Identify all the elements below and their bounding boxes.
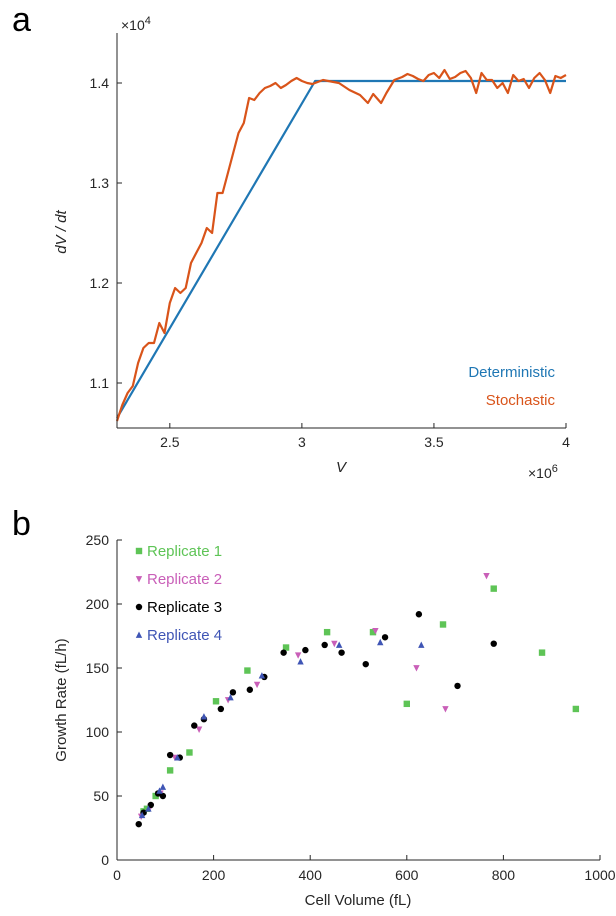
replicate-1-point: [538, 649, 546, 656]
panel-a-x-tick-label: 4: [562, 434, 570, 450]
replicate-3-point: [321, 641, 328, 649]
panel-a-x-label: V: [336, 459, 348, 476]
panel-a-y-tick-label: 1.1: [90, 375, 110, 391]
panel-b-x-tick-label: 400: [299, 867, 323, 883]
replicate-3-point: [166, 751, 174, 759]
replicate-3-point: [302, 646, 309, 654]
replicate-1-point: [369, 628, 377, 636]
replicate-1-point: [490, 585, 497, 592]
replicate-2-point: [195, 726, 203, 733]
replicate-4-point: [174, 754, 181, 761]
replicate-1-point: [323, 628, 331, 636]
legend-stochastic: Stochastic: [486, 392, 556, 409]
legend-label-replicate-4: Replicate 4: [147, 627, 222, 644]
replicate-4-point: [418, 641, 425, 648]
panel-b-x-tick-label: 800: [492, 867, 516, 883]
panel-b-y-tick-label: 50: [93, 788, 109, 804]
panel-b-x-tick-label: 200: [202, 867, 226, 883]
replicate-3-point: [246, 686, 254, 693]
legend-marker-replicate-3: [135, 603, 143, 611]
replicate-3-point: [135, 820, 142, 828]
replicate-1-point: [244, 667, 251, 674]
legend-marker-replicate-1: [135, 547, 143, 555]
replicate-3-point: [217, 705, 225, 713]
replicate-4-point: [335, 641, 343, 648]
panel-a-y-tick-label: 1.3: [90, 175, 110, 191]
replicate-3-point: [362, 660, 369, 668]
panel-a-x-tick-label: 3: [298, 434, 306, 450]
replicate-3-point: [229, 689, 237, 696]
replicate-1-point: [166, 767, 174, 774]
legend-label-replicate-1: Replicate 1: [147, 543, 222, 560]
legend-label-replicate-3: Replicate 3: [147, 599, 222, 616]
panel-b-x-tick-label: 600: [395, 867, 419, 883]
panel-a-y-label: dV / dt: [53, 209, 70, 253]
panel-b-y-tick-label: 100: [86, 724, 110, 740]
replicate-2-point: [372, 628, 379, 635]
replicate-1-point: [403, 700, 410, 708]
panel-a-y-tick-label: 1.2: [90, 275, 110, 291]
stochastic-line: [115, 68, 567, 422]
replicate-4-point: [138, 811, 146, 819]
panel-b-x-tick-label: 0: [113, 867, 121, 883]
panel-a-y-tick-label: 1.4: [90, 75, 110, 91]
replicate-4-point: [200, 713, 208, 720]
legend-label-replicate-2: Replicate 2: [147, 571, 222, 588]
panel-a-x-tick-label: 3.5: [424, 434, 444, 450]
legend-deterministic: Deterministic: [468, 364, 555, 381]
panel-b-y-tick-label: 150: [86, 660, 110, 676]
replicate-1-point: [186, 749, 193, 756]
replicate-4-point: [156, 787, 163, 794]
replicate-3-point: [159, 792, 167, 800]
replicate-2-point: [253, 681, 261, 689]
replicate-1-point: [212, 698, 220, 705]
replicate-4-point: [258, 672, 266, 679]
panel-b-x-tick-label: 1000: [584, 867, 615, 883]
panel-a-chart: 2.5 3 3.5 4 1.1 1.2 1.3 1.4 V dV / dt ×106 ×104…: [53, 15, 570, 481]
panel-a-y-multiplier: ×104: [121, 15, 151, 33]
panel-b-legend: Replicate 1 Replicate 2 Replicate 3 Replica…: [135, 543, 222, 644]
panel-label-a: a: [12, 1, 31, 39]
replicate-2-point: [483, 572, 490, 580]
replicate-3-point: [280, 649, 287, 656]
legend-marker-replicate-4: [135, 631, 143, 638]
panel-label-b: b: [12, 505, 31, 543]
replicate-3-point: [490, 640, 497, 647]
replicate-3-point: [415, 611, 423, 618]
replicate-2-point: [331, 640, 338, 648]
replicate-1-point: [439, 621, 447, 628]
replicate-4-point: [377, 638, 384, 646]
replicate-1-point: [572, 705, 580, 713]
deterministic-line: [116, 79, 566, 419]
legend-marker-replicate-2: [135, 576, 143, 583]
replicate-3-point: [147, 801, 155, 809]
panel-b-y-tick-label: 200: [86, 596, 110, 612]
replicate-1-point: [152, 792, 159, 800]
replicate-4-point: [297, 658, 304, 665]
panel-a-x-tick-label: 2.5: [160, 434, 180, 450]
panel-b-y-tick-label: 250: [86, 532, 110, 548]
replicate-4-point: [145, 805, 152, 812]
panel-b-y-label: Growth Rate (fL/h): [53, 638, 70, 761]
panel-b-y-tick-label: 0: [101, 852, 109, 868]
replicate-2-point: [442, 706, 449, 713]
replicate-3-point: [381, 634, 389, 641]
replicate-2-point: [413, 665, 420, 672]
panel-a-x-multiplier: ×106: [528, 463, 558, 481]
panel-b-x-label: Cell Volume (fL): [305, 892, 412, 909]
replicate-2-point: [294, 652, 302, 659]
replicate-3-point: [191, 722, 198, 729]
replicate-4-point: [227, 693, 234, 701]
replicate-3-point: [454, 682, 461, 690]
replicate-3-point: [338, 649, 345, 656]
replicate-1-point: [282, 644, 290, 651]
replicate-4-point: [159, 783, 167, 790]
panel-b-chart: 0 200 400 600 800 1000 0 50 100 150 200 250 Cell Vo…: [53, 532, 616, 909]
